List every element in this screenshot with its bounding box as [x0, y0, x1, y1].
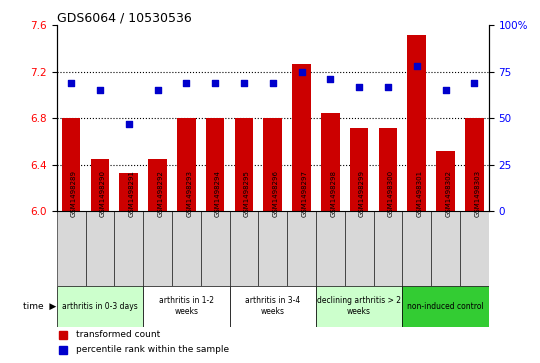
Text: GSM1498300: GSM1498300 [388, 170, 394, 217]
Text: GSM1498292: GSM1498292 [158, 170, 164, 217]
Point [96, 87, 104, 93]
Bar [177, 118, 195, 211]
Text: GSM1498299: GSM1498299 [359, 170, 365, 217]
Text: time  ▶: time ▶ [23, 302, 57, 311]
Bar [460, 211, 489, 286]
Bar [230, 286, 316, 327]
Text: arthritis in 3-4
weeks: arthritis in 3-4 weeks [245, 297, 300, 316]
Bar [91, 159, 109, 211]
Text: GSM1498291: GSM1498291 [129, 170, 134, 217]
Point [297, 69, 306, 75]
Bar [402, 211, 431, 286]
Text: GSM1498296: GSM1498296 [273, 170, 279, 217]
Text: GSM1498294: GSM1498294 [215, 170, 221, 217]
Bar [206, 118, 225, 211]
Bar [201, 211, 230, 286]
Bar [264, 118, 282, 211]
Text: transformed count: transformed count [76, 330, 160, 339]
Point [383, 84, 392, 90]
Bar [143, 211, 172, 286]
Text: arthritis in 0-3 days: arthritis in 0-3 days [62, 302, 138, 311]
Bar [321, 113, 340, 211]
Text: percentile rank within the sample: percentile rank within the sample [76, 346, 230, 354]
Text: GSM1498297: GSM1498297 [301, 170, 307, 217]
Bar [316, 286, 402, 327]
Text: non-induced control: non-induced control [407, 302, 484, 311]
Point [211, 80, 219, 86]
Bar [431, 211, 460, 286]
Point [182, 80, 191, 86]
Point [67, 80, 76, 86]
Text: declining arthritis > 2
weeks: declining arthritis > 2 weeks [317, 297, 401, 316]
Point [470, 80, 478, 86]
Bar [316, 211, 345, 286]
Point [413, 64, 421, 69]
Bar [465, 118, 484, 211]
Text: GDS6064 / 10530536: GDS6064 / 10530536 [57, 11, 192, 24]
Text: GSM1498302: GSM1498302 [446, 170, 451, 217]
Bar [57, 286, 143, 327]
Bar [172, 211, 201, 286]
Text: GSM1498295: GSM1498295 [244, 170, 250, 217]
Bar [292, 64, 311, 211]
Text: GSM1498290: GSM1498290 [100, 170, 106, 217]
Point [124, 121, 133, 127]
Text: GSM1498298: GSM1498298 [330, 170, 336, 217]
Text: GSM1498303: GSM1498303 [474, 170, 480, 217]
Bar [119, 173, 138, 211]
Text: GSM1498293: GSM1498293 [186, 170, 192, 217]
Bar [345, 211, 374, 286]
Point [326, 76, 335, 82]
Bar [258, 211, 287, 286]
Bar [234, 118, 253, 211]
Bar [62, 118, 80, 211]
Text: GSM1498301: GSM1498301 [417, 170, 423, 217]
Bar [436, 151, 455, 211]
Bar [407, 35, 426, 211]
Bar [230, 211, 258, 286]
Bar [143, 286, 230, 327]
Bar [374, 211, 402, 286]
Bar [379, 128, 397, 211]
Bar [114, 211, 143, 286]
Bar [85, 211, 114, 286]
Text: GSM1498289: GSM1498289 [71, 170, 77, 217]
Point [240, 80, 248, 86]
Text: arthritis in 1-2
weeks: arthritis in 1-2 weeks [159, 297, 214, 316]
Point [268, 80, 277, 86]
Point [153, 87, 162, 93]
Bar [57, 211, 85, 286]
Point [441, 87, 450, 93]
Bar [402, 286, 489, 327]
Bar [148, 159, 167, 211]
Point [355, 84, 363, 90]
Bar [287, 211, 316, 286]
Bar [350, 128, 368, 211]
